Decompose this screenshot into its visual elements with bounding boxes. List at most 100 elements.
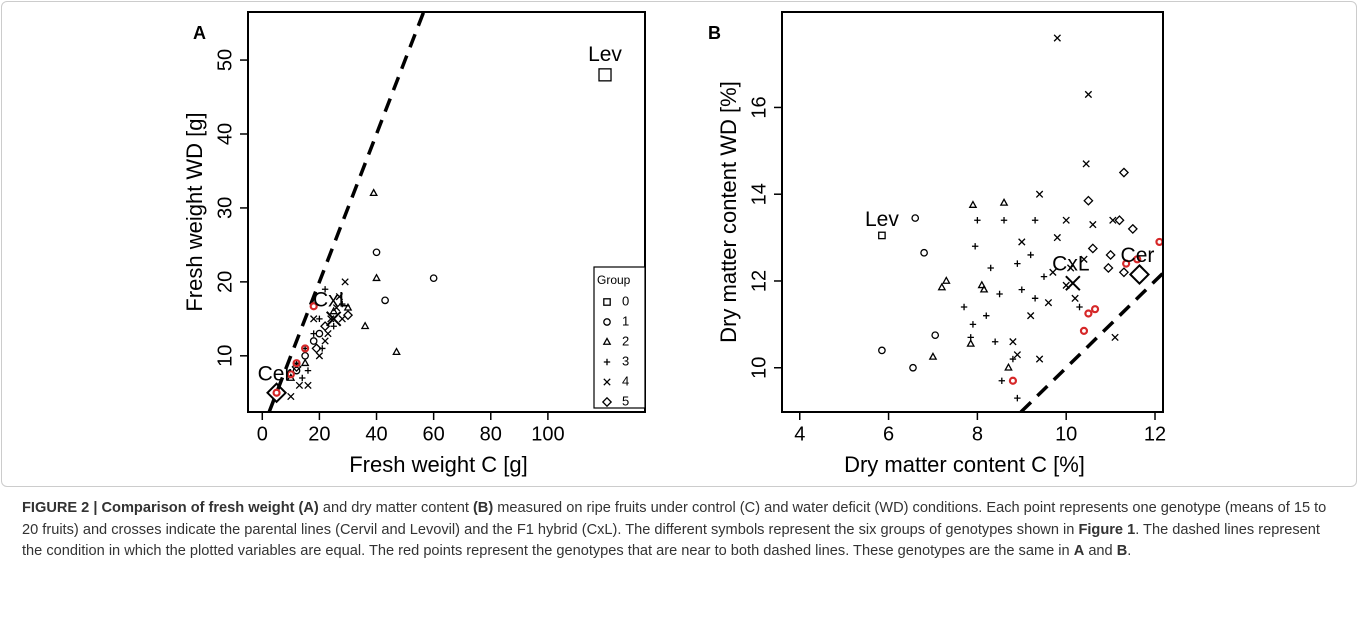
marker [299,374,306,382]
marker [1018,238,1026,246]
y-tick-label: 20 [214,271,236,293]
marker [1004,362,1013,371]
caption-text: B [1116,543,1128,559]
marker [1087,243,1098,254]
x-axis-label: Fresh weight C [g] [349,452,528,477]
marker [971,243,979,250]
identity-line [267,12,426,412]
panel-label: A [193,23,206,43]
marker [309,337,318,345]
marker [330,323,337,330]
marker [321,337,329,345]
marker [301,351,309,360]
legend-label: 0 [622,293,629,308]
marker [991,338,999,345]
identity-line [1019,271,1163,412]
marker [311,343,322,354]
marker [1089,220,1097,229]
marker [1031,217,1039,224]
marker [931,331,940,340]
marker [1114,215,1125,226]
plot-border [247,11,646,413]
marker [603,318,611,326]
marker [911,214,920,222]
marker [909,363,917,372]
marker [1062,216,1070,224]
marker [295,381,304,390]
marker [1014,394,1021,402]
marker [1053,34,1061,42]
marker [1066,264,1075,272]
marker [1118,167,1129,178]
caption-text: A [1073,543,1085,559]
plot-area [266,12,612,412]
marker [332,304,341,312]
caption-text: . [1127,543,1132,559]
marker [928,352,938,360]
y-tick-label: 40 [214,123,236,145]
marker [1105,249,1116,261]
marker [1044,299,1053,307]
y-tick-label: 10 [748,357,770,379]
marker [937,282,947,291]
marker [974,217,981,224]
marker [1009,355,1017,363]
marker [603,298,611,306]
legend-label: 5 [622,393,629,408]
x-tick-label: 20 [308,423,330,445]
highlighted-point [292,359,301,368]
legend-label: 3 [622,353,629,368]
marker [969,321,977,328]
y-axis-label: Fresh weight WD [g] [182,112,207,311]
marker [266,382,288,404]
marker [315,329,324,338]
x-tick-label: 60 [423,423,445,445]
marker [878,231,886,240]
marker [1040,273,1048,280]
annotation: CxL [1052,253,1089,276]
marker [977,280,987,289]
marker [999,198,1009,206]
caption-text: and [1084,543,1117,559]
y-axis-label: Dry matter content WD [%] [716,81,741,343]
y-tick-label: 10 [214,345,236,367]
marker [966,339,976,347]
marker [960,303,968,311]
marker [392,347,401,356]
marker [983,312,990,319]
caption-text: and dry matter content [318,500,473,516]
annotation: Lev [865,208,899,231]
caption-text: . The dashed lines represent the conditi… [22,521,1320,560]
legend-label: 4 [622,373,629,388]
highlighted-point [272,388,281,397]
marker [1035,190,1044,198]
highlighted-point [1090,305,1100,314]
caption-text: (B) [472,500,494,516]
x-tick-label: 0 [257,423,268,445]
marker [1103,262,1114,274]
marker [603,378,611,386]
x-tick-label: 40 [365,423,387,445]
marker [1082,160,1090,168]
highlighted-point [1008,376,1018,385]
y-tick-label: 16 [748,96,770,118]
caption-text: FIGURE 2 | Comparison of fresh weight (A… [22,500,319,516]
x-axis-label: Dry matter content C [%] [844,452,1085,477]
marker [1111,333,1119,342]
marker [339,300,346,308]
legend-box [593,266,646,409]
caption-text: measured on ripe fruits under control (C… [22,500,1327,538]
marker [920,248,928,257]
marker [1000,217,1008,224]
marker [968,200,978,208]
marker [338,315,346,323]
legend-title: Group [597,273,631,287]
highlighted-point [1155,237,1163,247]
marker [1080,255,1088,263]
marker [996,290,1003,298]
y-tick-label: 12 [748,270,770,292]
y-tick-label: 30 [214,197,236,219]
marker [1027,312,1035,320]
plot-area [878,34,1163,412]
